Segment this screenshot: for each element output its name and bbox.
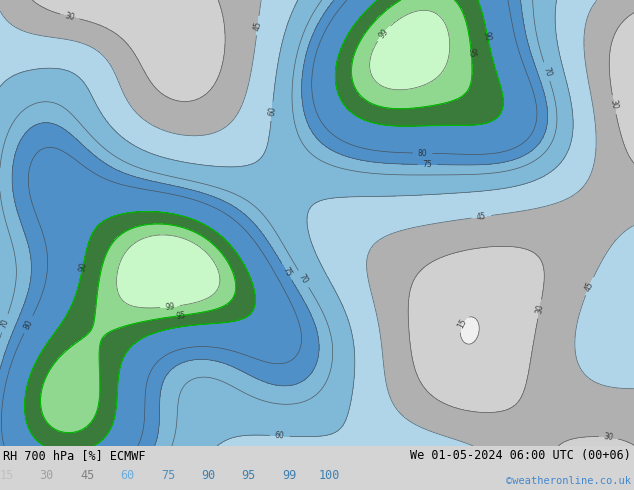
Text: 30: 30 [64, 11, 76, 22]
Text: 99: 99 [377, 26, 390, 40]
Text: 80: 80 [22, 318, 35, 331]
Text: 15: 15 [456, 317, 469, 330]
Text: 30: 30 [603, 432, 614, 442]
Text: 80: 80 [418, 148, 427, 158]
Text: 75: 75 [281, 266, 294, 279]
Text: 45: 45 [583, 280, 595, 293]
Text: 90: 90 [482, 30, 493, 42]
Text: 30: 30 [609, 99, 619, 110]
Text: We 01-05-2024 06:00 UTC (00+06): We 01-05-2024 06:00 UTC (00+06) [410, 449, 631, 463]
Text: 90: 90 [77, 261, 88, 273]
Text: ©weatheronline.co.uk: ©weatheronline.co.uk [506, 476, 631, 487]
Text: 99: 99 [165, 302, 176, 312]
Text: 70: 70 [0, 317, 11, 329]
Text: 60: 60 [275, 431, 285, 441]
Text: 15: 15 [0, 469, 13, 482]
Text: 60: 60 [120, 469, 134, 482]
Text: 100: 100 [319, 469, 340, 482]
Text: 99: 99 [282, 469, 296, 482]
Text: 95: 95 [176, 311, 186, 321]
Text: 95: 95 [242, 469, 256, 482]
Text: 45: 45 [80, 469, 94, 482]
Text: 45: 45 [253, 20, 263, 31]
Text: 75: 75 [422, 160, 432, 169]
Text: 30: 30 [534, 303, 545, 315]
Text: 70: 70 [297, 272, 310, 285]
Text: 70: 70 [541, 66, 553, 77]
Text: 45: 45 [476, 212, 487, 222]
Text: 75: 75 [161, 469, 175, 482]
Text: 60: 60 [267, 106, 277, 117]
Text: 30: 30 [40, 469, 54, 482]
Text: 90: 90 [202, 469, 216, 482]
Text: RH 700 hPa [%] ECMWF: RH 700 hPa [%] ECMWF [3, 449, 146, 463]
Text: 95: 95 [466, 47, 476, 58]
